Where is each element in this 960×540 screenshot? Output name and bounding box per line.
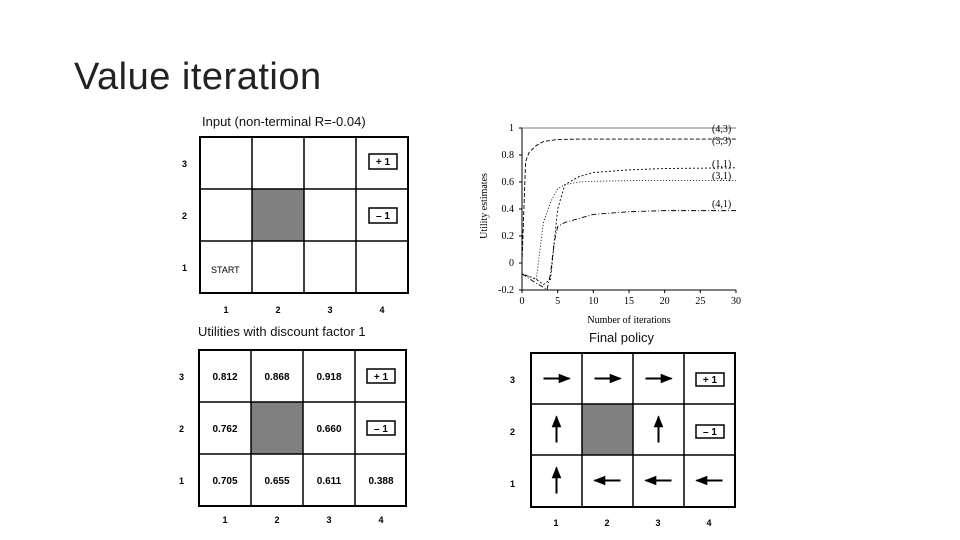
minus-one-box — [695, 424, 725, 439]
utility-1-3: 0.812 — [212, 372, 237, 383]
policy-grid: + 1 – 1 3 2 1 1 2 3 4 — [510, 352, 736, 528]
row-label-1: 1 — [179, 476, 184, 486]
slide-title: Value iteration — [74, 56, 322, 98]
chart-x-tick-label: 20 — [660, 296, 670, 307]
policy-grid-obstacle — [582, 404, 633, 455]
chart-y-tick-label: 0.6 — [502, 177, 515, 188]
utility-3-2: 0.660 — [316, 424, 341, 435]
utility-2-1: 0.655 — [264, 476, 289, 487]
col-label-3: 3 — [655, 518, 660, 528]
utilities-caption: Utilities with discount factor 1 — [198, 324, 366, 339]
col-label-1: 1 — [553, 518, 558, 528]
utility-4-1: 0.388 — [368, 476, 393, 487]
chart-y-tick-label: 0 — [509, 258, 514, 269]
input-grid: + 1 – 1 START 3 2 1 1 2 3 4 — [182, 136, 409, 315]
input-grid-obstacle — [252, 189, 304, 241]
utility-grid-obstacle — [251, 402, 303, 454]
col-label-2: 2 — [274, 515, 279, 525]
policy-caption: Final policy — [589, 330, 655, 345]
minus-one-box — [366, 420, 396, 436]
plus-one-box — [368, 153, 398, 170]
chart-legend-entry: (3,3) — [712, 136, 731, 147]
chart-y-label: Utility estimates — [479, 173, 490, 239]
utility-1-1: 0.705 — [212, 476, 237, 487]
chart-y-tick-label: 0.8 — [502, 150, 515, 161]
chart-legend-entry: (3,1) — [712, 171, 731, 182]
utility-estimates-chart: -0.200.20.40.60.810 5 10 15 20 25 30 (4,3)(3,3… — [479, 123, 741, 326]
plus-one-label: + 1 — [376, 157, 391, 168]
plus-one-label: + 1 — [703, 375, 718, 386]
chart-x-tick-label: 10 — [588, 296, 598, 307]
col-label-3: 3 — [327, 305, 332, 315]
utility-grid: 0.812 0.868 0.918 + 1 0.762 0.660 – 1 0.… — [179, 349, 407, 525]
plus-one-label: + 1 — [374, 372, 389, 383]
row-label-3: 3 — [182, 159, 187, 169]
chart-y-tick-label: 0.2 — [502, 231, 515, 242]
row-label-1: 1 — [510, 479, 515, 489]
chart-x-tick-label: 15 — [624, 296, 634, 307]
start-label: START — [211, 265, 240, 275]
chart-series-line — [521, 210, 736, 291]
row-label-3: 3 — [510, 375, 515, 385]
row-label-2: 2 — [179, 424, 184, 434]
plus-one-box — [695, 372, 725, 387]
chart-x-tick-label: 5 — [555, 296, 560, 307]
col-label-3: 3 — [326, 515, 331, 525]
col-label-4: 4 — [706, 518, 711, 528]
col-label-1: 1 — [223, 305, 228, 315]
minus-one-label: – 1 — [374, 424, 388, 435]
chart-x-tick-label: 30 — [731, 296, 741, 307]
utility-3-1: 0.611 — [317, 476, 342, 487]
row-label-3: 3 — [179, 372, 184, 382]
chart-y-tick-label: 1 — [509, 123, 514, 134]
row-label-1: 1 — [182, 263, 187, 273]
chart-series-line — [521, 180, 736, 280]
minus-one-box — [368, 207, 398, 224]
row-label-2: 2 — [510, 427, 515, 437]
col-label-2: 2 — [275, 305, 280, 315]
minus-one-label: – 1 — [376, 211, 390, 222]
chart-x-tick-label: 0 — [520, 296, 525, 307]
chart-y-tick-label: -0.2 — [498, 285, 514, 296]
input-caption: Input (non-terminal R=-0.04) — [202, 114, 366, 129]
utility-3-3: 0.918 — [316, 372, 341, 383]
utility-1-2: 0.762 — [212, 424, 237, 435]
row-label-2: 2 — [182, 211, 187, 221]
chart-legend-entry: (4,1) — [712, 199, 731, 210]
chart-x-tick-label: 25 — [695, 296, 705, 307]
utility-2-3: 0.868 — [264, 372, 289, 383]
col-label-2: 2 — [604, 518, 609, 528]
plus-one-box — [366, 368, 396, 384]
col-label-4: 4 — [379, 305, 384, 315]
chart-y-tick-label: 0.4 — [502, 204, 515, 215]
chart-x-label: Number of iterations — [587, 315, 670, 326]
chart-legend-entry: (4,3) — [712, 124, 731, 135]
chart-series-line — [521, 167, 737, 286]
chart-legend-entry: (1,1) — [712, 159, 731, 170]
chart-series-line — [521, 138, 736, 264]
col-label-4: 4 — [378, 515, 383, 525]
minus-one-label: – 1 — [703, 427, 717, 438]
col-label-1: 1 — [222, 515, 227, 525]
